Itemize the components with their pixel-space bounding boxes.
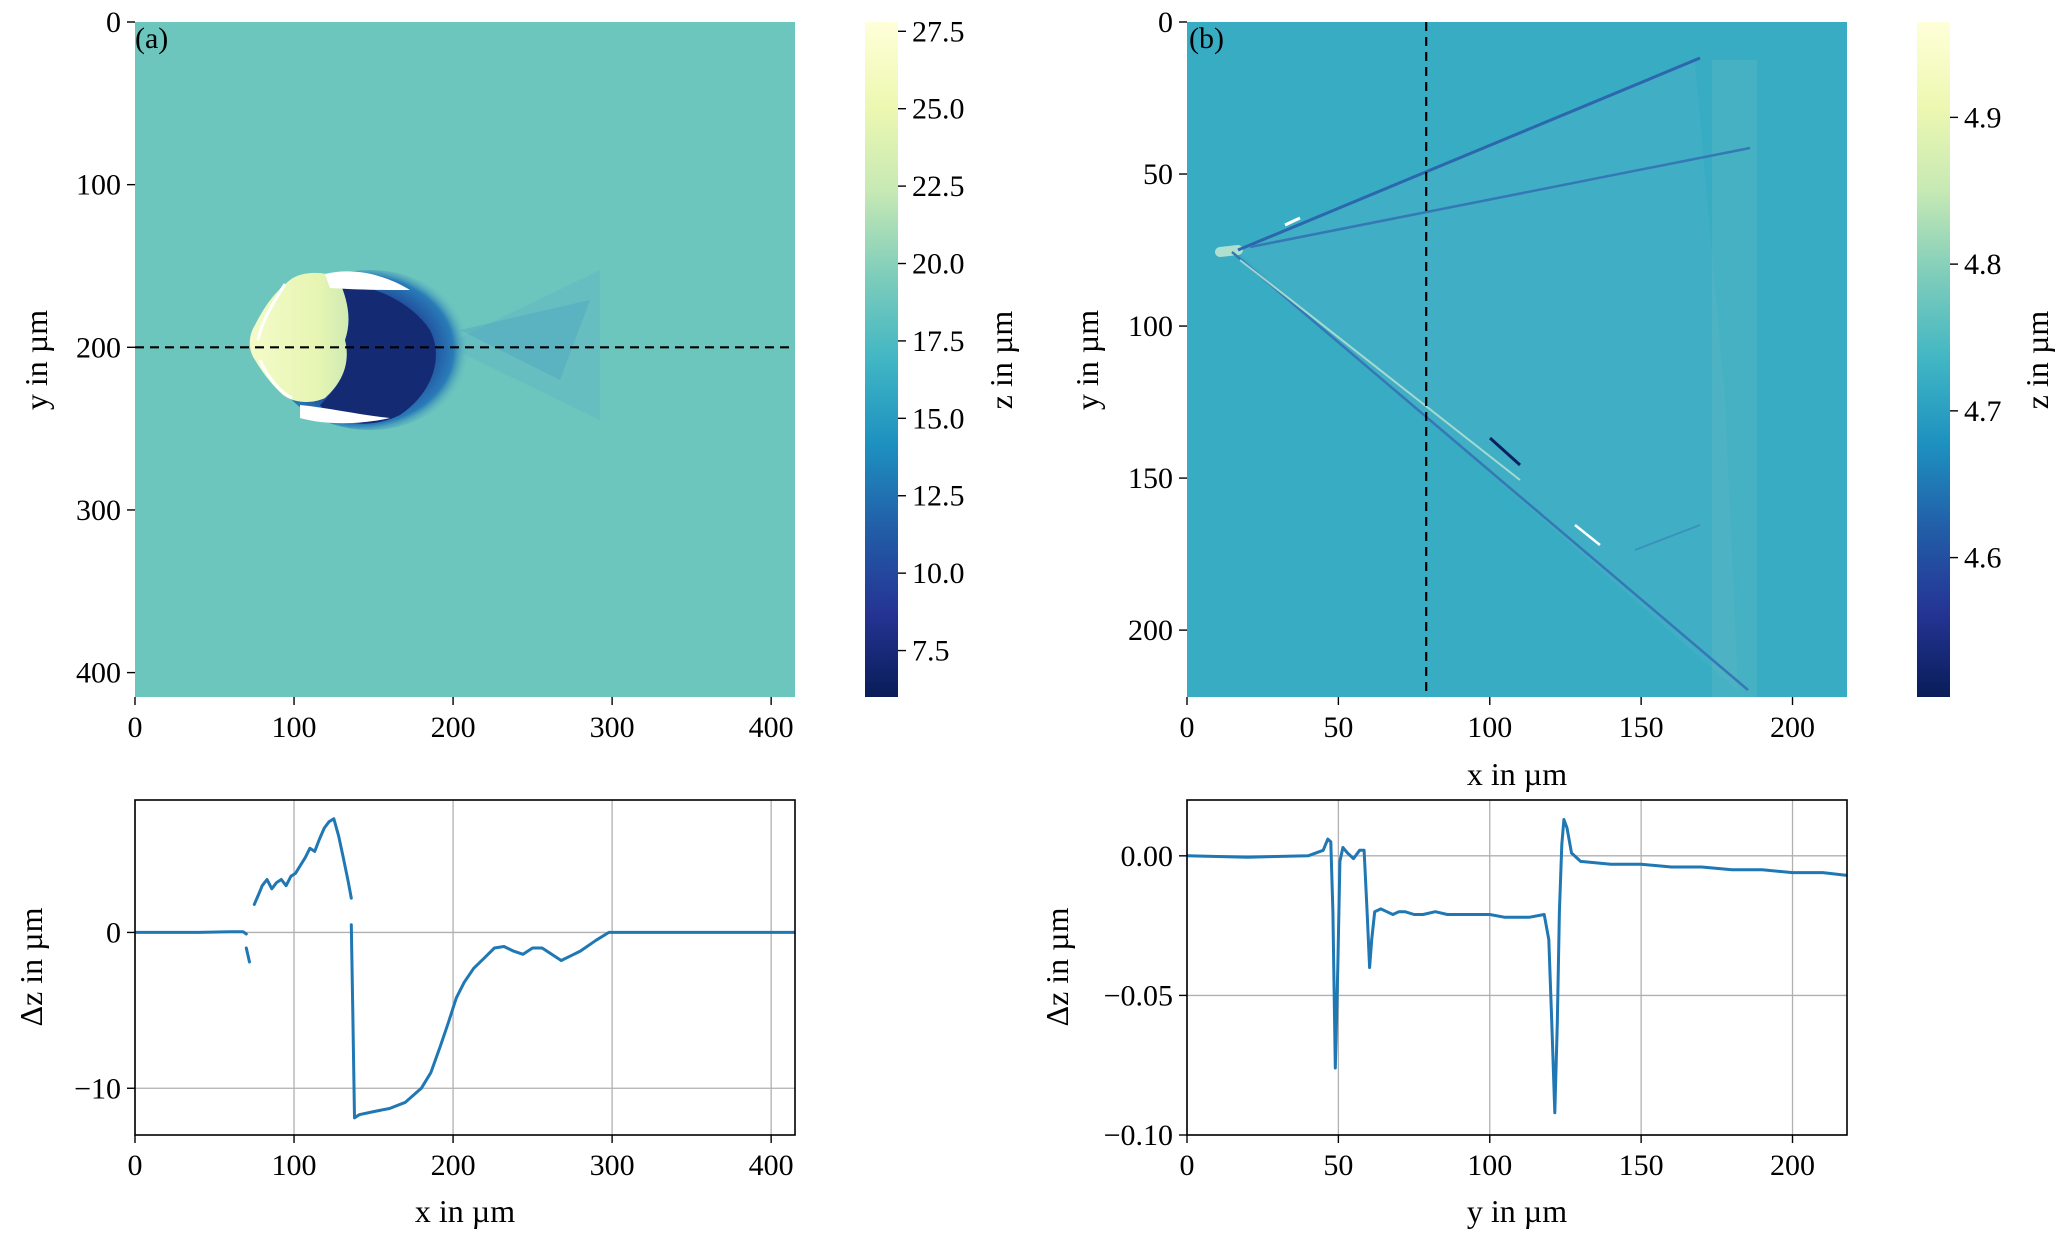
y-axis-title-profile-a: Δz in µm — [13, 907, 49, 1026]
profile-line-segment — [1187, 818, 1847, 1115]
grid-a — [134, 800, 795, 1135]
colorbar-tick-label: 10.0 — [912, 557, 965, 590]
panel-label-a: (a) — [135, 22, 168, 55]
x-axis-b: 0 50 100 150 200 — [1180, 697, 1815, 744]
y-tick-label: −10 — [74, 1072, 121, 1105]
x-axis-title-profile-a: x in µm — [415, 1193, 515, 1229]
y-axis-profile-a: −10 0 — [74, 916, 135, 1105]
y-axis-title-profile-b: Δz in µm — [1039, 907, 1075, 1026]
x-tick-label: 300 — [590, 711, 635, 744]
colorbar-b-ticks: 4.6 4.7 4.8 4.9 — [1950, 101, 2002, 575]
y-axis-a: 0 100 200 300 400 — [76, 6, 135, 690]
profile-line-segment — [135, 930, 248, 936]
colorbar-tick-label: 25.0 — [912, 93, 965, 126]
colorbar-tick-label: 27.5 — [912, 15, 965, 48]
y-tick-label: 100 — [1128, 310, 1173, 343]
x-tick-label: 200 — [431, 711, 476, 744]
y-tick-label: 150 — [1128, 462, 1173, 495]
x-tick-label: 0 — [1180, 711, 1195, 744]
profile-plot-b-frame — [1186, 799, 1848, 1136]
x-tick-label: 100 — [1467, 711, 1512, 744]
x-tick-label: 100 — [1467, 1149, 1512, 1182]
x-tick-label: 0 — [1180, 1149, 1195, 1182]
y-tick-label: 0 — [106, 916, 121, 949]
scratch-feature — [1215, 56, 1757, 697]
colorbar-tick-label: 12.5 — [912, 480, 965, 513]
profile-line-segment — [244, 946, 251, 964]
colorbar-tick-label: 4.6 — [1964, 542, 2002, 575]
y-tick-label: 200 — [1128, 614, 1173, 647]
colorbar-tick-label: 7.5 — [912, 635, 950, 668]
profile-plot-b: 0 50 100 150 200 0.00 −0.05 −0.10 y in µm Δz i… — [1039, 799, 1848, 1229]
profile-line-segment — [349, 923, 795, 1120]
y-tick-label: 200 — [76, 331, 121, 364]
x-axis-title-b: x in µm — [1467, 756, 1567, 792]
grid-b — [1186, 800, 1847, 1136]
x-axis-title-profile-b: y in µm — [1467, 1193, 1567, 1229]
profile-line-segment — [252, 817, 353, 906]
y-axis-title-a: y in µm — [18, 310, 54, 410]
profile-series-b — [1187, 818, 1847, 1115]
y-tick-label: 300 — [76, 494, 121, 527]
x-tick-label: 100 — [272, 1149, 317, 1182]
y-tick-label: 50 — [1143, 158, 1173, 191]
colorbar-tick-label: 4.8 — [1964, 248, 2002, 281]
x-axis-profile-b: 0 50 100 150 200 — [1180, 1135, 1815, 1182]
x-axis-a: 0 100 200 300 400 — [128, 697, 794, 744]
x-axis-profile-a: 0 100 200 300 400 — [128, 1135, 794, 1182]
colorbar-tick-label: 4.9 — [1964, 101, 2002, 134]
profile-plot-a: 0 100 200 300 400 −10 0 x in µm Δz in µm — [13, 799, 796, 1229]
x-tick-label: 0 — [128, 1149, 143, 1182]
y-tick-label: 0.00 — [1121, 840, 1174, 873]
x-tick-label: 300 — [590, 1149, 635, 1182]
x-tick-label: 50 — [1323, 1149, 1353, 1182]
x-tick-label: 200 — [431, 1149, 476, 1182]
x-tick-label: 200 — [1770, 1149, 1815, 1182]
profile-series-a — [135, 817, 795, 1120]
colorbar-tick-label: 15.0 — [912, 402, 965, 435]
y-tick-label: 0 — [106, 6, 121, 39]
crater-feature — [249, 270, 600, 430]
x-tick-label: 400 — [749, 1149, 794, 1182]
colorbar-a-ticks: 7.5 10.0 12.5 15.0 17.5 20.0 22.5 25.0 27.5 — [898, 15, 965, 668]
x-tick-label: 150 — [1619, 711, 1664, 744]
colorbar-b-title: z in µm — [2019, 311, 2055, 410]
colorbar-tick-label: 20.0 — [912, 248, 965, 281]
x-tick-label: 0 — [128, 711, 143, 744]
colorbar-b — [1917, 22, 1950, 697]
colorbar-tick-label: 4.7 — [1964, 395, 2002, 428]
panel-label-b: (b) — [1189, 22, 1224, 55]
heatmap-b: (b) 0 50 100 150 200 0 50 100 150 200 x in µm y … — [1069, 6, 2055, 792]
colorbar-a-title: z in µm — [983, 311, 1019, 410]
y-axis-b: 0 50 100 150 200 — [1128, 6, 1187, 647]
y-tick-label: 0 — [1158, 6, 1173, 39]
x-tick-label: 400 — [749, 711, 794, 744]
x-tick-label: 200 — [1770, 711, 1815, 744]
x-tick-label: 100 — [272, 711, 317, 744]
y-axis-title-b: y in µm — [1069, 310, 1105, 410]
x-tick-label: 150 — [1619, 1149, 1664, 1182]
profile-plot-a-frame — [134, 799, 796, 1136]
colorbar-tick-label: 17.5 — [912, 325, 965, 358]
y-tick-label: 400 — [76, 657, 121, 690]
y-tick-label: −0.10 — [1104, 1119, 1173, 1152]
colorbar-tick-label: 22.5 — [912, 170, 965, 203]
colorbar-a — [865, 22, 898, 697]
y-tick-label: 100 — [76, 169, 121, 202]
x-tick-label: 50 — [1323, 711, 1353, 744]
y-tick-label: −0.05 — [1104, 979, 1173, 1012]
y-axis-profile-b: 0.00 −0.05 −0.10 — [1104, 840, 1187, 1152]
